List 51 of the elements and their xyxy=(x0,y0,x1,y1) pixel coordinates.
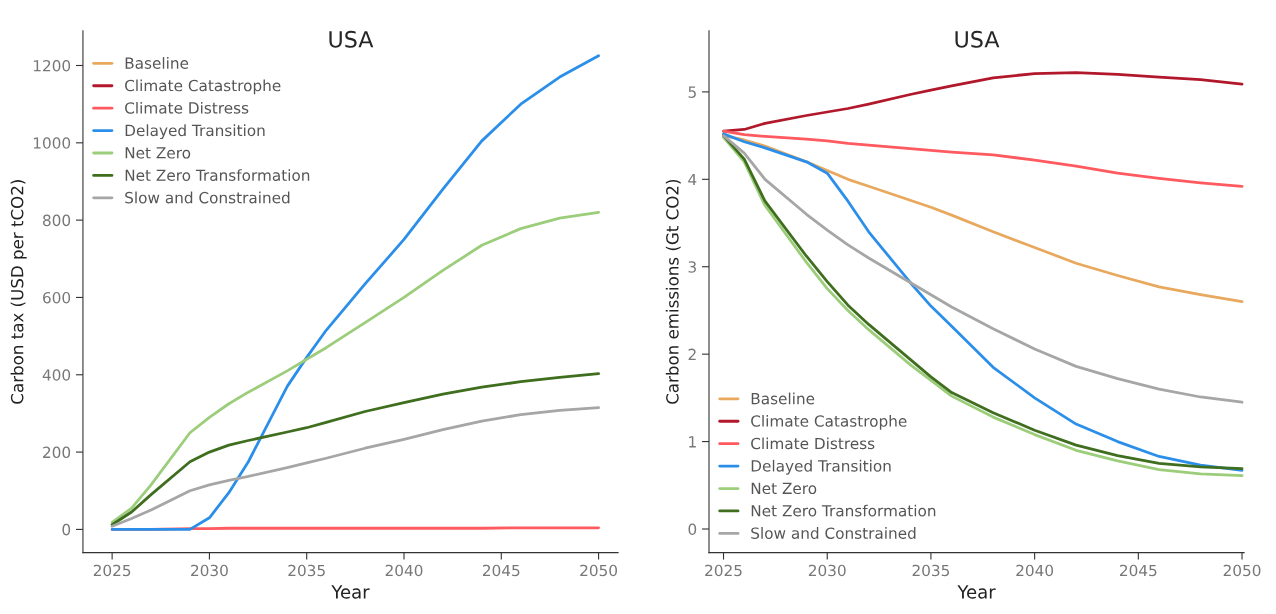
x-tick-label: 2050 xyxy=(1223,564,1261,577)
x-tick-label: 2025 xyxy=(705,564,742,577)
line-series xyxy=(110,211,600,524)
line-series xyxy=(722,134,1244,404)
line-series xyxy=(722,129,1244,188)
y-axis-title: Carbon emissions (Gt CO2) xyxy=(665,179,681,404)
y-tick-label: 0 xyxy=(62,523,71,536)
y-tick-label: 800 xyxy=(43,214,71,227)
legend-label: Delayed Transition xyxy=(125,124,265,140)
legend-label: Slow and Constrained xyxy=(751,527,916,539)
x-tick-label: 2035 xyxy=(912,564,950,577)
x-tick-label: 2040 xyxy=(385,564,423,577)
x-tick-label: 2030 xyxy=(191,564,228,577)
y-tick-label: 0 xyxy=(688,523,697,536)
legend-label: Net Zero xyxy=(751,482,817,495)
x-tick-label: 2035 xyxy=(288,564,325,577)
y-tick-label: 2 xyxy=(688,348,696,360)
legend-label: Delayed Transition xyxy=(751,459,891,475)
legend-label: Baseline xyxy=(125,57,189,69)
legend-label: Slow and Constrained xyxy=(125,191,290,204)
y-tick-label: 600 xyxy=(43,291,71,304)
line-series xyxy=(110,54,600,531)
legend-label: Baseline xyxy=(751,392,815,405)
chart-title: USA xyxy=(955,30,1000,48)
legend-label: Climate Catastrophe xyxy=(125,79,281,95)
legend-label: Climate Distress xyxy=(751,437,875,450)
y-tick-label: 1000 xyxy=(33,137,71,149)
x-tick-label: 2050 xyxy=(580,564,617,577)
legend-label: Net Zero Transformation xyxy=(125,169,310,181)
x-tick-label: 2045 xyxy=(1120,564,1157,577)
legend-label: Climate Catastrophe xyxy=(751,414,907,430)
x-axis-title: Year xyxy=(957,585,996,599)
y-tick-label: 3 xyxy=(688,261,696,273)
y-tick-label: 5 xyxy=(688,86,696,98)
legend-label: Net Zero Transformation xyxy=(751,504,936,517)
chart-title: USA xyxy=(329,30,374,48)
legend-label: Net Zero xyxy=(125,147,191,159)
legend-label: Climate Distress xyxy=(125,101,249,114)
y-tick-label: 400 xyxy=(42,369,71,381)
y-tick-label: 200 xyxy=(43,446,71,459)
y-axis-title: Carbon tax (USD per tCO2) xyxy=(10,180,27,404)
x-axis-title: Year xyxy=(331,585,370,599)
line-series xyxy=(110,372,600,527)
x-tick-label: 2025 xyxy=(93,564,131,577)
y-tick-label: 1200 xyxy=(33,59,71,72)
y-tick-label: 1 xyxy=(689,436,696,448)
x-tick-label: 2030 xyxy=(808,564,846,577)
x-tick-label: 2040 xyxy=(1016,564,1054,577)
y-tick-label: 4 xyxy=(688,173,697,186)
line-series xyxy=(110,406,600,528)
x-tick-label: 2045 xyxy=(482,564,520,577)
